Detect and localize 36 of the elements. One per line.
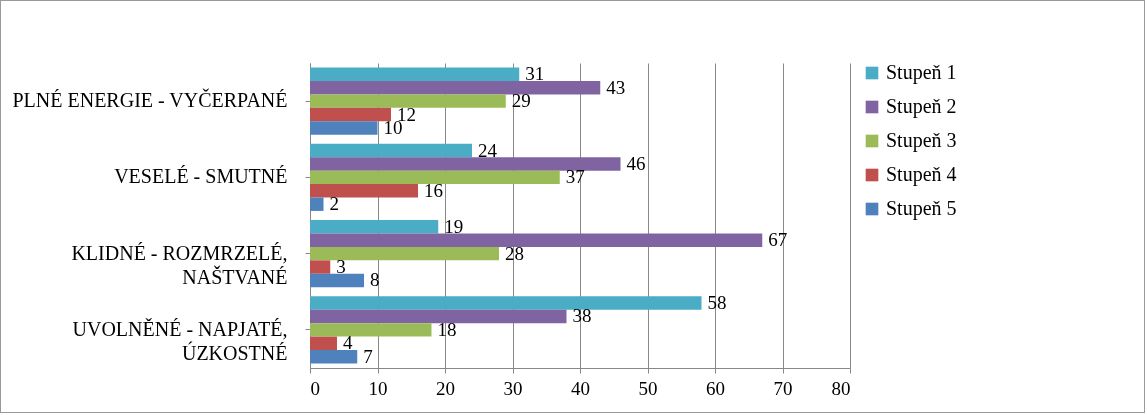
data-label: 37 (565, 166, 585, 188)
data-label: 67 (768, 229, 788, 251)
data-label: 43 (606, 76, 626, 98)
legend-label: Stupeň 4 (886, 163, 957, 186)
x-tick-label: 10 (368, 377, 388, 399)
legend-label: Stupeň 5 (886, 197, 957, 220)
x-tick-label: 30 (503, 377, 523, 399)
x-tick-label: 70 (773, 377, 793, 399)
legend-label: Stupeň 2 (886, 95, 957, 118)
x-tick-label: 50 (638, 377, 658, 399)
x-tick-label: 20 (436, 377, 455, 399)
x-tick-label: 0 (310, 377, 320, 399)
data-label: 46 (626, 152, 646, 174)
data-label: 18 (437, 318, 457, 340)
data-label: 8 (370, 269, 380, 291)
y-tick-label: UVOLNĚNÉ - NAPJATÉ, ÚZKOSTNÉ (72, 317, 288, 364)
data-label: 29 (511, 90, 531, 112)
data-label: 28 (505, 242, 524, 264)
data-label: 16 (424, 179, 443, 201)
x-tick-label: 60 (706, 377, 725, 399)
y-tick-label: VESELÉ - SMUTNÉ (114, 165, 288, 188)
data-label: 7 (363, 345, 373, 367)
data-label: 31 (525, 63, 545, 85)
y-tick-label: KLIDNÉ - ROZMRZELÉ, NAŠTVANÉ (71, 241, 288, 288)
y-tick-label: PLNÉ ENERGIE - VYČERPANÉ (12, 88, 288, 112)
x-tick-label: 40 (571, 377, 590, 399)
data-label: 3 (336, 256, 346, 278)
data-label: 38 (572, 305, 592, 327)
legend-label: Stupeň 3 (886, 129, 957, 152)
data-label: 24 (478, 139, 498, 161)
data-label: 4 (343, 332, 353, 354)
x-tick-label: 80 (831, 377, 851, 399)
data-label: 19 (444, 215, 464, 237)
data-label: 2 (329, 193, 339, 215)
legend-label: Stupeň 1 (886, 61, 957, 84)
data-label: 58 (707, 292, 727, 314)
